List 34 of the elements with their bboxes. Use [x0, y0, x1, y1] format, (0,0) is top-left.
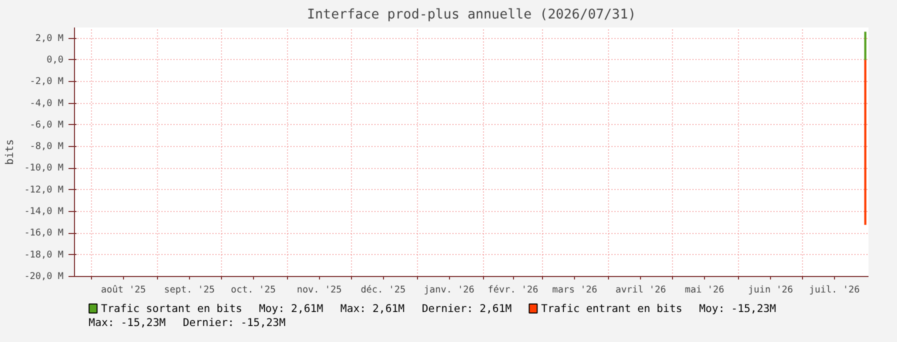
- text: Moy: 2,61M: [258, 302, 324, 315]
- y-tick-label: 2,0 M: [35, 32, 64, 44]
- legend-label: Trafic sortant en bits: [101, 302, 242, 315]
- y-tick-label: -10,0 M: [24, 162, 64, 174]
- y-axis-title: bits: [3, 139, 16, 165]
- chart-title: Interface prod-plus annuelle (2026/07/31): [307, 8, 636, 22]
- text: Moy: -15,23M: [699, 302, 776, 315]
- x-tick-label: janv. '26: [424, 284, 475, 296]
- y-tick-label: -16,0 M: [24, 228, 64, 239]
- y-tick-label: -12,0 M: [24, 184, 64, 196]
- x-tick-label: mars '26: [552, 284, 598, 296]
- x-tick-label: juil. '26: [809, 284, 860, 296]
- text: Max: -15,23M: [88, 316, 166, 329]
- legend-label: Trafic entrant en bits: [541, 302, 682, 315]
- x-tick-label: avril '26: [615, 284, 666, 296]
- y-tick-label: -6,0 M: [30, 119, 64, 130]
- y-tick-label: -2,0 M: [30, 76, 64, 88]
- y-tick-label: -8,0 M: [30, 141, 64, 152]
- x-tick-label: juin '26: [748, 284, 794, 296]
- y-tick-label: -4,0 M: [30, 98, 64, 109]
- y-tick-label: 0,0: [46, 54, 64, 66]
- text: Dernier: 2,61M: [422, 302, 512, 315]
- y-tick-label: -20,0 M: [24, 271, 64, 282]
- x-tick-label: oct. '25: [230, 284, 276, 296]
- x-tick-label: nov. '25: [296, 284, 342, 296]
- x-tick-label: déc. '25: [360, 284, 406, 296]
- x-tick-label: févr. '26: [488, 284, 539, 296]
- x-tick-label: mai '26: [684, 284, 725, 296]
- text: Dernier: -15,23M: [182, 316, 286, 329]
- text: Max: 2,61M: [340, 302, 405, 315]
- y-tick-label: -14,0 M: [24, 206, 64, 218]
- x-tick-label: sept. '25: [164, 284, 215, 296]
- y-tick-label: -18,0 M: [24, 249, 64, 260]
- x-tick-label: août '25: [100, 284, 146, 296]
